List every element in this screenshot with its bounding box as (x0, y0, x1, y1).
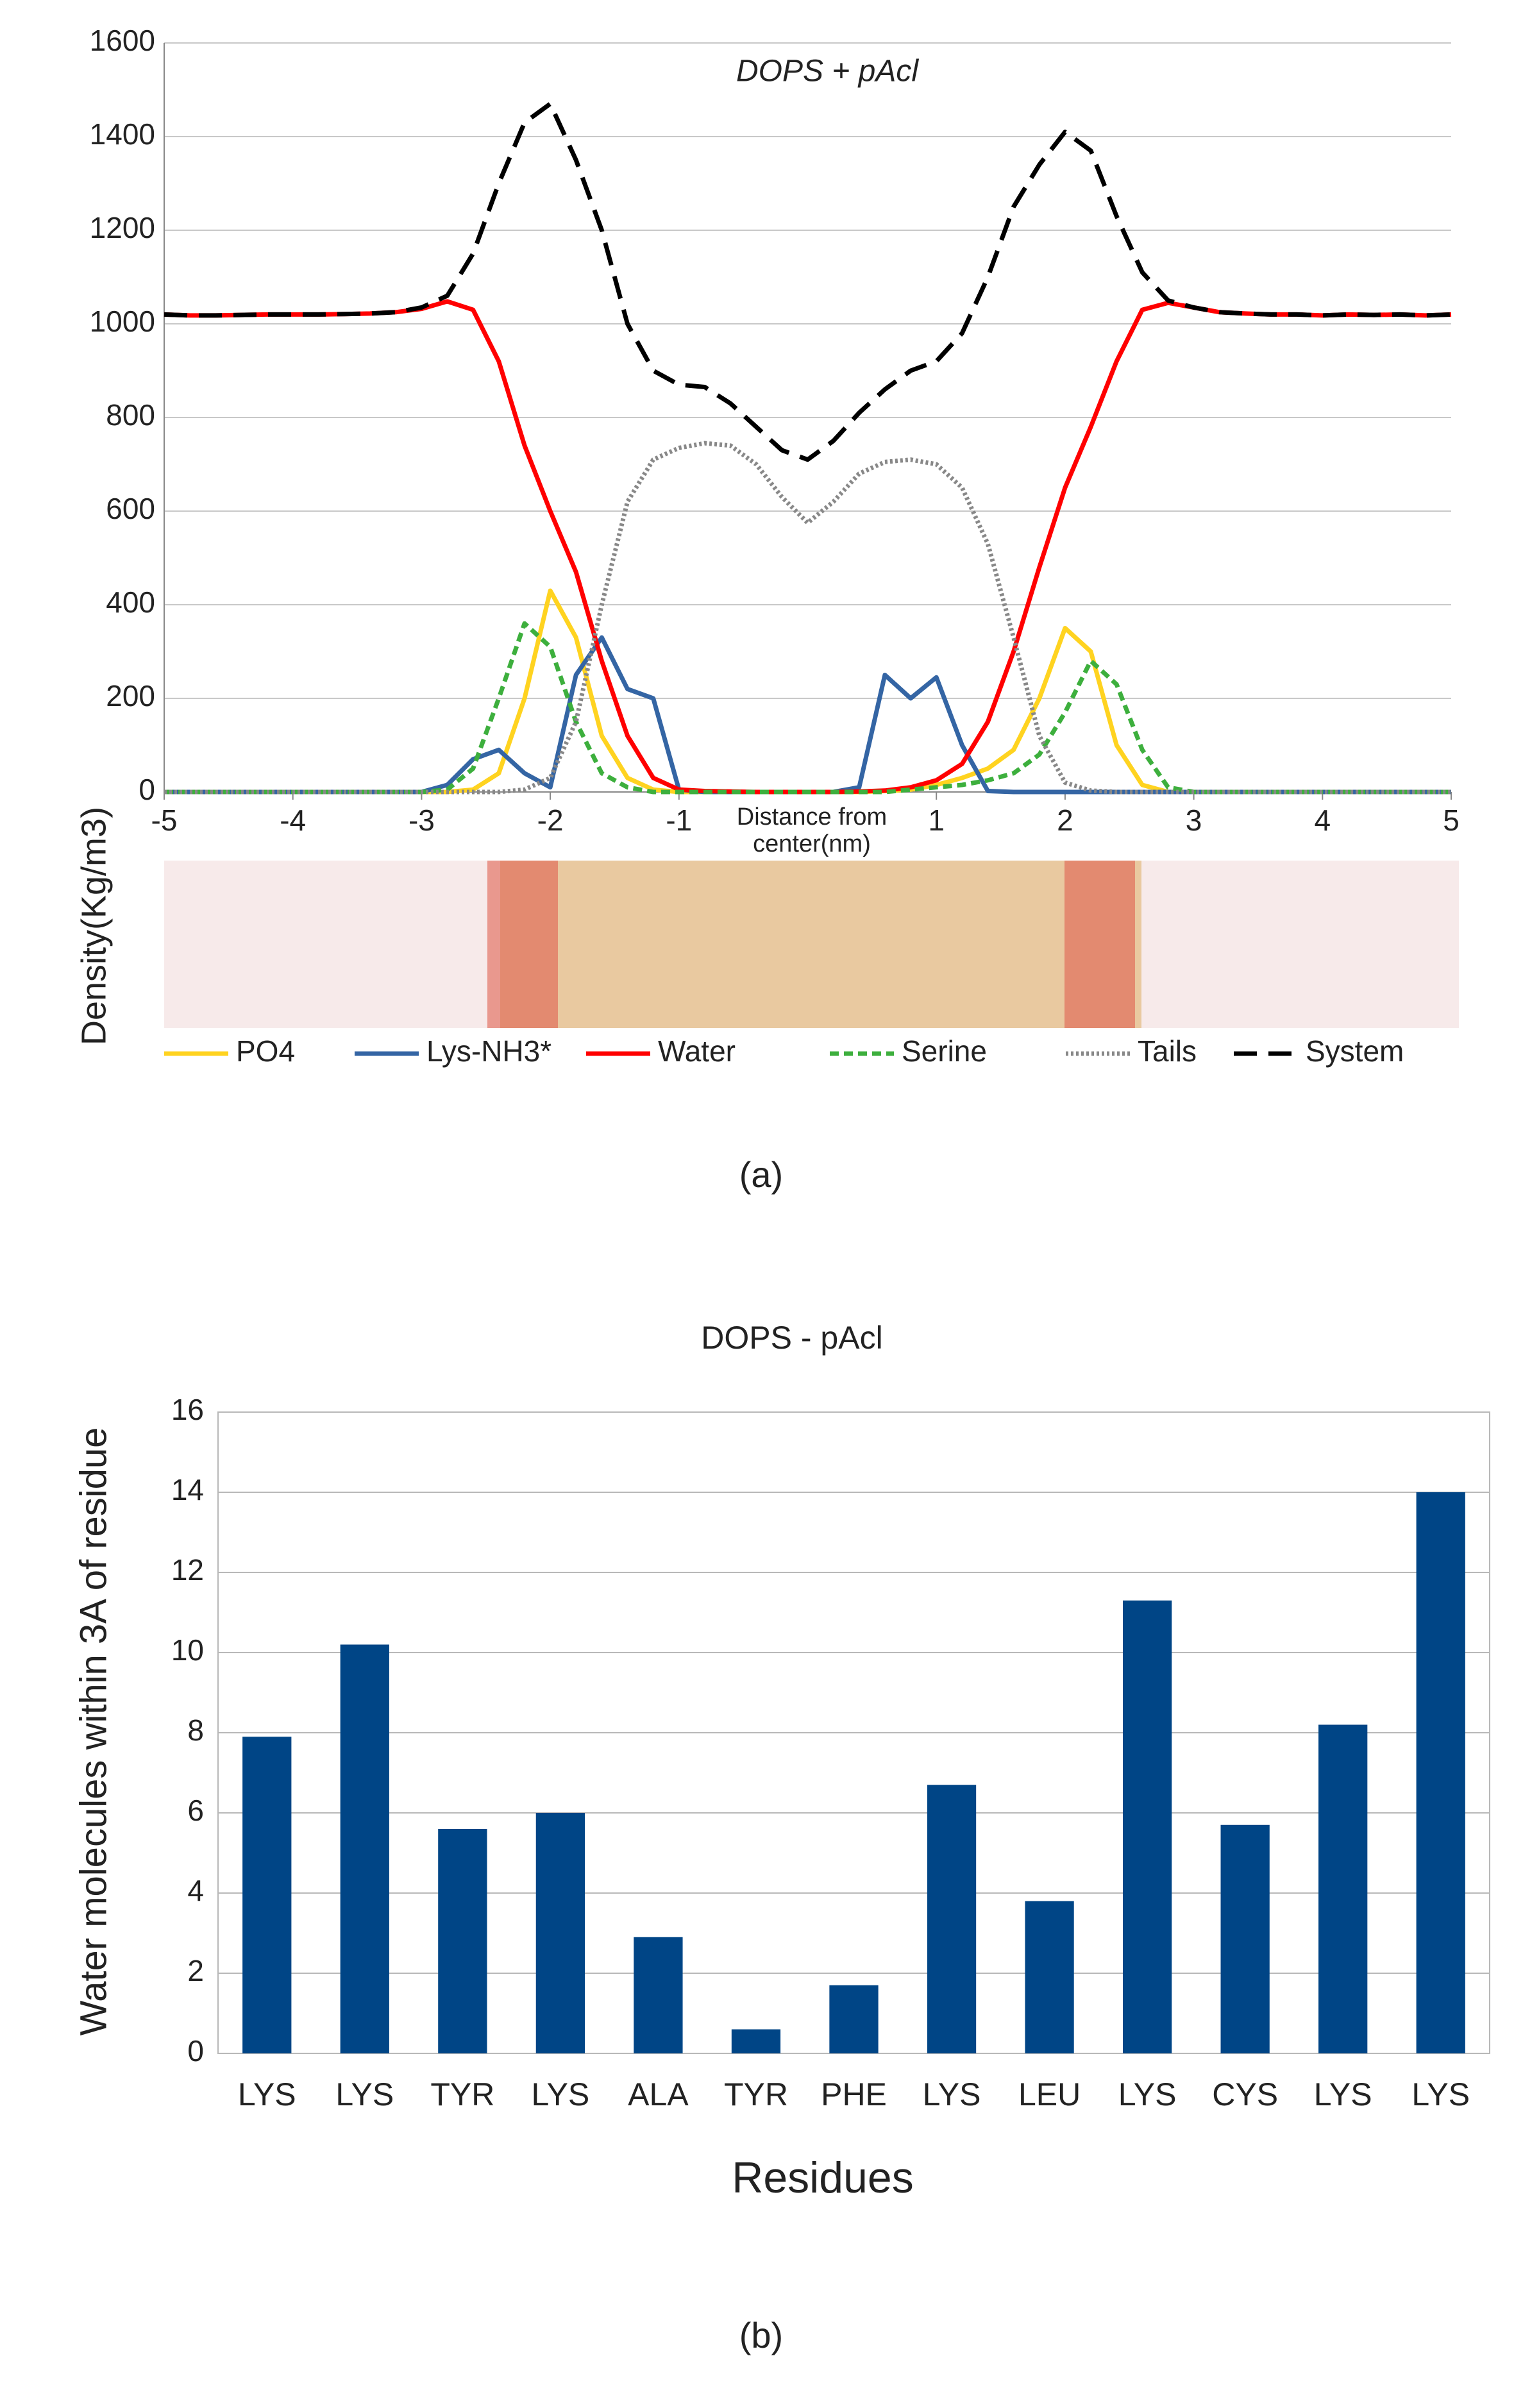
x-tick-label: -4 (280, 804, 306, 837)
y-tick-label: 400 (106, 585, 155, 619)
y-tick-label: 600 (106, 492, 155, 525)
x-tick-label: LYS (335, 2076, 394, 2112)
legend-label: Lys-NH3* (426, 1034, 551, 1068)
x-tick-label: 4 (1315, 804, 1331, 837)
series-line (164, 635, 1451, 795)
bar (1122, 1600, 1172, 2053)
x-tick-label: 2 (1057, 804, 1073, 837)
bar (340, 1644, 389, 2053)
x-tick-label: -1 (666, 804, 692, 837)
x-tick-label: LYS (531, 2076, 589, 2112)
bar (438, 1829, 487, 2053)
x-tick-label: 5 (1443, 804, 1460, 837)
bar (242, 1737, 292, 2053)
x-tick-label: ALA (628, 2076, 689, 2112)
y-tick-label: 0 (187, 2034, 204, 2067)
x-tick-label: LYS (1411, 2076, 1470, 2112)
series-line (164, 588, 1451, 795)
headgroup-right (1064, 861, 1135, 1028)
y-tick-label: 1400 (90, 117, 155, 151)
series-line (164, 621, 1451, 795)
y-tick-label: 1000 (90, 305, 155, 338)
lipid-region (500, 861, 1141, 1028)
series-line (164, 441, 1451, 795)
y-axis-label: Water molecules within 3A of residue (72, 1427, 114, 2036)
y-tick-label: 1200 (90, 211, 155, 244)
y-tick-label: 4 (187, 1874, 204, 1907)
x-tick-label: LYS (923, 2076, 981, 2112)
x-tick-label: LYS (238, 2076, 296, 2112)
x-tick-label: 1 (928, 804, 945, 837)
x-tick-label: LYS (1314, 2076, 1372, 2112)
y-tick-label: 16 (171, 1393, 204, 1426)
series-line (164, 101, 1452, 462)
membrane-snapshot (164, 861, 1459, 1028)
x-axis-label: Distance from (737, 804, 887, 830)
y-tick-label: 1600 (90, 24, 155, 57)
x-axis-label: center(nm) (753, 830, 871, 857)
bar (731, 2029, 781, 2053)
y-tick-label: 8 (187, 1713, 204, 1747)
bar (1416, 1492, 1465, 2053)
x-tick-label: -3 (408, 804, 435, 837)
y-tick-label: 14 (171, 1473, 204, 1506)
bar (829, 1985, 879, 2053)
series-line (164, 299, 1452, 795)
x-tick-label: TYR (724, 2076, 788, 2112)
x-tick-label: CYS (1212, 2076, 1278, 2112)
x-tick-label: PHE (821, 2076, 887, 2112)
x-tick-label: TYR (430, 2076, 494, 2112)
y-tick-label: 2 (187, 1954, 204, 1987)
x-tick-label: 3 (1186, 804, 1202, 837)
legend-label: PO4 (236, 1034, 295, 1068)
y-tick-label: 0 (139, 773, 155, 806)
legend-label: Tails (1138, 1034, 1197, 1068)
x-tick-label: -5 (151, 804, 178, 837)
chart-title: DOPS + pAcl (736, 55, 919, 88)
bar (1220, 1824, 1270, 2053)
y-tick-label: 800 (106, 398, 155, 432)
bar (1025, 1901, 1074, 2053)
y-axis-label: Density(Kg/m3) (74, 807, 113, 1045)
bar (1318, 1724, 1368, 2053)
chart-title: DOPS - pAcl (701, 1320, 882, 1356)
y-tick-label: 6 (187, 1794, 204, 1827)
bar (927, 1785, 977, 2053)
bar (535, 1813, 585, 2053)
legend-label: System (1306, 1034, 1404, 1068)
x-tick-label: -2 (537, 804, 564, 837)
panel-label: (b) (739, 2315, 783, 2355)
bar (634, 1937, 683, 2053)
y-tick-label: 12 (171, 1553, 204, 1587)
x-axis-label: Residues (732, 2153, 914, 2202)
headgroup-left (487, 861, 558, 1028)
x-tick-label: LEU (1018, 2076, 1081, 2112)
y-tick-label: 10 (171, 1633, 204, 1667)
legend-label: Water (658, 1034, 736, 1068)
x-tick-label: LYS (1118, 2076, 1177, 2112)
panel-label: (a) (739, 1154, 783, 1195)
y-tick-label: 200 (106, 679, 155, 712)
legend-label: Serine (902, 1034, 987, 1068)
